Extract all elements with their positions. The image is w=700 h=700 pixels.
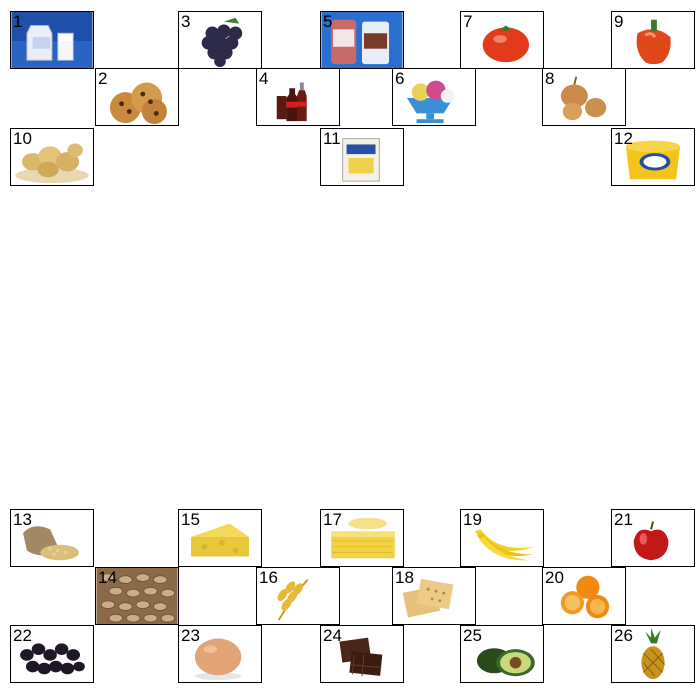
rice-sack-icon bbox=[23, 526, 80, 561]
item-number: 25 bbox=[463, 626, 482, 645]
item-number: 26 bbox=[614, 626, 633, 645]
food-cell-20: 20 bbox=[542, 567, 626, 625]
item-number: 4 bbox=[259, 69, 269, 88]
item-number: 16 bbox=[259, 568, 278, 587]
cookies-icon bbox=[109, 82, 167, 125]
crackers-icon bbox=[402, 578, 454, 618]
food-cell-3: 3 bbox=[178, 11, 262, 69]
item-number: 6 bbox=[395, 69, 405, 88]
ice-cream-sundae-icon bbox=[406, 80, 455, 124]
tomato-icon bbox=[482, 25, 530, 63]
yogurt-drink-icon bbox=[321, 12, 403, 68]
food-cell-23: 23 bbox=[178, 625, 262, 683]
item-number: 10 bbox=[13, 129, 32, 148]
food-cell-10: 10 bbox=[10, 128, 94, 186]
food-cell-2: 2 bbox=[95, 68, 179, 126]
food-cell-22: 22 bbox=[10, 625, 94, 683]
bananas-icon bbox=[474, 529, 535, 561]
food-cell-16: 16 bbox=[256, 567, 340, 625]
cheese-icon bbox=[191, 523, 249, 557]
pineapple-icon bbox=[641, 627, 665, 680]
food-cell-1: 1 bbox=[10, 11, 94, 69]
food-cell-21: 21 bbox=[611, 509, 695, 567]
item-number: 22 bbox=[13, 626, 32, 645]
chocolate-icon bbox=[339, 637, 383, 677]
item-number: 14 bbox=[98, 568, 117, 587]
beans-icon bbox=[96, 568, 178, 624]
food-cell-17: 17 bbox=[320, 509, 404, 567]
butter-icon bbox=[331, 517, 395, 559]
item-number: 9 bbox=[614, 12, 624, 31]
food-cell-25: 25 bbox=[460, 625, 544, 683]
food-cell-15: 15 bbox=[178, 509, 262, 567]
item-number: 21 bbox=[614, 510, 633, 529]
apple-icon bbox=[633, 521, 669, 561]
item-number: 18 bbox=[395, 568, 414, 587]
onions-icon bbox=[560, 76, 607, 121]
bell-pepper-icon bbox=[636, 19, 671, 65]
item-number: 15 bbox=[181, 510, 200, 529]
item-number: 2 bbox=[98, 69, 108, 88]
food-cell-7: 7 bbox=[460, 11, 544, 69]
grapes-icon bbox=[201, 17, 243, 68]
food-cell-8: 8 bbox=[542, 68, 626, 126]
raisins-icon bbox=[20, 643, 85, 675]
wheat-icon bbox=[277, 578, 309, 621]
item-number: 11 bbox=[323, 129, 341, 148]
item-number: 23 bbox=[181, 626, 200, 645]
food-cell-18: 18 bbox=[392, 567, 476, 625]
item-number: 8 bbox=[545, 69, 555, 88]
item-number: 19 bbox=[463, 510, 482, 529]
item-number: 5 bbox=[323, 12, 333, 31]
food-cell-12: 12 bbox=[611, 128, 695, 186]
pasta-bag-icon bbox=[342, 138, 380, 182]
item-number: 13 bbox=[13, 510, 32, 529]
food-cell-26: 26 bbox=[611, 625, 695, 683]
food-cell-19: 19 bbox=[460, 509, 544, 567]
food-cell-14: 14 bbox=[95, 567, 179, 625]
milk-jug-icon bbox=[11, 12, 93, 68]
item-number: 17 bbox=[323, 510, 342, 529]
food-cell-13: 13 bbox=[10, 509, 94, 567]
item-number: 1 bbox=[13, 12, 23, 31]
potatoes-icon bbox=[15, 143, 89, 184]
item-number: 24 bbox=[323, 626, 342, 645]
item-number: 3 bbox=[181, 12, 191, 31]
item-number: 12 bbox=[614, 129, 633, 148]
food-cell-11: 11 bbox=[320, 128, 404, 186]
oranges-icon bbox=[560, 575, 610, 619]
avocado-icon bbox=[476, 648, 535, 677]
item-number: 7 bbox=[463, 12, 473, 31]
food-cell-4: 4 bbox=[256, 68, 340, 126]
food-cell-9: 9 bbox=[611, 11, 695, 69]
soda-bottles-icon bbox=[276, 82, 307, 122]
food-cell-24: 24 bbox=[320, 625, 404, 683]
margarine-tub-icon bbox=[625, 140, 681, 180]
item-number: 20 bbox=[545, 568, 564, 587]
egg-icon bbox=[194, 638, 242, 681]
food-cell-6: 6 bbox=[392, 68, 476, 126]
food-cell-5: 5 bbox=[320, 11, 404, 69]
